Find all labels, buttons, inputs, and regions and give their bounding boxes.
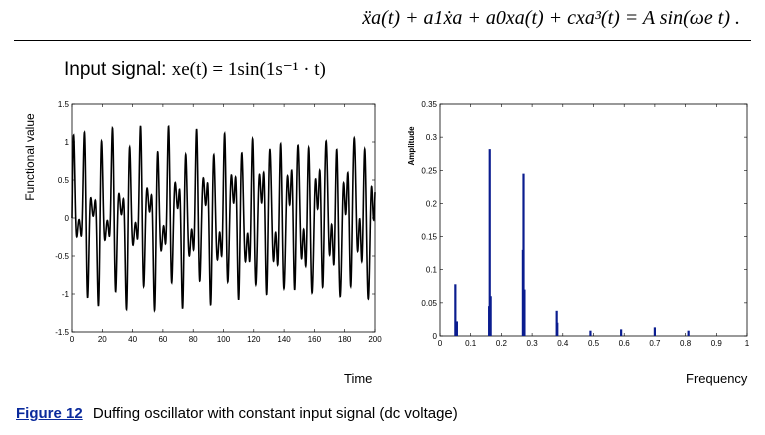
time-ytick-label: -1: [62, 290, 70, 299]
freq-xtick-label: 0.6: [619, 339, 631, 348]
time-ytick-label: 0: [65, 214, 70, 223]
time-xtick-label: 180: [338, 335, 352, 344]
freq-xtick-label: 0.1: [465, 339, 477, 348]
time-xtick-label: 100: [217, 335, 231, 344]
right-chart-xlabel: Frequency: [686, 371, 748, 386]
freq-xtick-label: 0.7: [649, 339, 661, 348]
time-xtick-label: 120: [247, 335, 261, 344]
time-xtick-label: 160: [308, 335, 322, 344]
freq-ytick-label: 0.25: [421, 166, 437, 175]
freq-plot-frame: [439, 103, 748, 337]
equation-text: ẍa(t) + a1ẋa + a0xa(t) + cxa³(t) = A sin…: [361, 7, 740, 29]
freq-xtick-label: 0.9: [711, 339, 723, 348]
time-series-line: [71, 124, 376, 313]
freq-ytick-label: 0.2: [426, 199, 438, 208]
time-series-chart: 0 20 40 60 80 100 120 140 160 180 200 1.5 1 0.5 0 -0.5 -…: [55, 100, 382, 344]
time-ytick-label: 0.5: [58, 176, 70, 185]
freq-ytick-label: 0.1: [426, 266, 438, 275]
freq-xtick-label: 0.5: [588, 339, 600, 348]
input-signal-formula: xe(t) = 1sin(1s⁻¹ · t): [171, 59, 326, 80]
freq-xtick-label: 0.2: [496, 339, 508, 348]
figure-caption-text: Duffing oscillator with constant input s…: [92, 405, 458, 422]
time-ytick-label: -0.5: [55, 252, 69, 261]
right-chart-ylabel: Amplitude: [407, 126, 416, 166]
freq-xtick-label: 0.8: [680, 339, 692, 348]
input-signal-label: Input signal: xe(t) = 1sin(1s⁻¹ · t): [64, 58, 326, 81]
freq-ytick-label: 0.3: [426, 133, 438, 142]
freq-xtick-label: 0.4: [557, 339, 569, 348]
time-xtick-label: 40: [128, 335, 137, 344]
freq-xtick-label: 0.3: [527, 339, 539, 348]
section-divider: [14, 40, 751, 41]
freq-ytick-label: 0.05: [421, 299, 437, 308]
input-signal-text: Input signal:: [64, 59, 167, 80]
time-xtick-label: 20: [98, 335, 107, 344]
equation: ẍa(t) + a1ẋa + a0xa(t) + cxa³(t) = A sin…: [361, 7, 740, 29]
left-chart-ylabel: Functional value: [23, 113, 37, 201]
time-xtick-label: 0: [70, 335, 75, 344]
figure-caption: Figure 12 Duffing oscillator with consta…: [16, 405, 458, 422]
time-ytick-label: 1.5: [58, 100, 70, 109]
freq-ytick-label: 0.35: [421, 100, 437, 109]
freq-xtick-label: 0: [438, 339, 443, 348]
time-xtick-label: 60: [158, 335, 167, 344]
frequency-spectrum-chart: 0 0.1 0.2 0.3 0.4 0.5 0.6 0.7 0.8 0.9 1 0.35 0.3 0.25…: [407, 100, 750, 348]
freq-ytick-label: 0.15: [421, 233, 437, 242]
time-xtick-label: 140: [277, 335, 291, 344]
freq-xtick-label: 1: [745, 339, 750, 348]
time-xtick-label: 200: [368, 335, 382, 344]
time-xtick-label: 80: [189, 335, 198, 344]
figure-number: Figure 12: [16, 405, 83, 422]
freq-ytick-label: 0: [433, 332, 438, 341]
time-ytick-label: -1.5: [55, 328, 69, 337]
time-ytick-label: 1: [65, 138, 70, 147]
left-chart-xlabel: Time: [344, 371, 373, 386]
